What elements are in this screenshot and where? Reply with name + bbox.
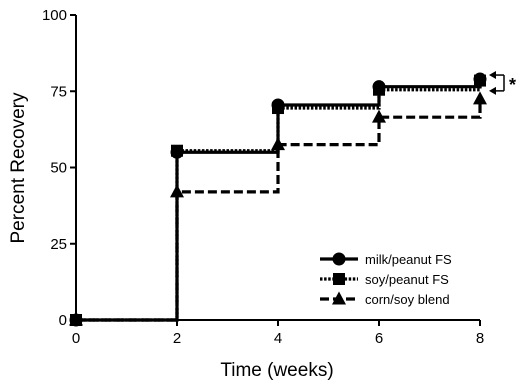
y-tick-label-0: 0	[59, 312, 67, 329]
legend-item-2: corn/soy blend	[320, 291, 450, 307]
data-point-2-4	[473, 91, 487, 105]
y-tick-label-1: 25	[50, 236, 67, 253]
x-tick-label-3: 6	[375, 330, 383, 347]
x-tick-label-0: 0	[72, 330, 80, 347]
legend-marker-2	[332, 291, 346, 305]
data-point-2-3	[372, 109, 386, 123]
data-point-0-3	[372, 80, 386, 94]
series-layer	[69, 72, 487, 327]
data-point-0-2	[271, 98, 285, 112]
legend-label-1: soy/peanut FS	[365, 272, 449, 287]
legend-label-2: corn/soy blend	[365, 292, 450, 307]
series-0	[69, 72, 487, 327]
legend-marker-0	[332, 252, 346, 266]
y-tick-label-4: 100	[42, 7, 67, 24]
significance-star: *	[509, 75, 516, 95]
data-point-0-4	[473, 72, 487, 86]
legend: milk/peanut FS soy/peanut FS corn/soy blen…	[320, 252, 452, 307]
y-axis-title: Percent Recovery	[8, 92, 29, 244]
bracket-arrow-bottom	[489, 86, 496, 95]
x-tick-label-4: 8	[476, 330, 484, 347]
legend-item-1: soy/peanut FS	[320, 272, 449, 287]
legend-label-0: milk/peanut FS	[365, 252, 452, 267]
x-tick-label-1: 2	[173, 330, 181, 347]
y-tick-label-2: 50	[50, 160, 67, 177]
data-point-0-1	[170, 145, 184, 159]
y-tick-label-3: 75	[50, 83, 67, 100]
significance-annotation: *	[489, 71, 516, 95]
bracket-arrow-top	[489, 71, 496, 80]
x-axis-title: Time (weeks)	[220, 360, 333, 381]
x-tick-label-2: 4	[274, 330, 282, 347]
legend-marker-1	[333, 273, 345, 285]
legend-item-0: milk/peanut FS	[320, 252, 452, 267]
axes: 0 2 4 6 8 0 25 50 75 100	[42, 7, 484, 347]
